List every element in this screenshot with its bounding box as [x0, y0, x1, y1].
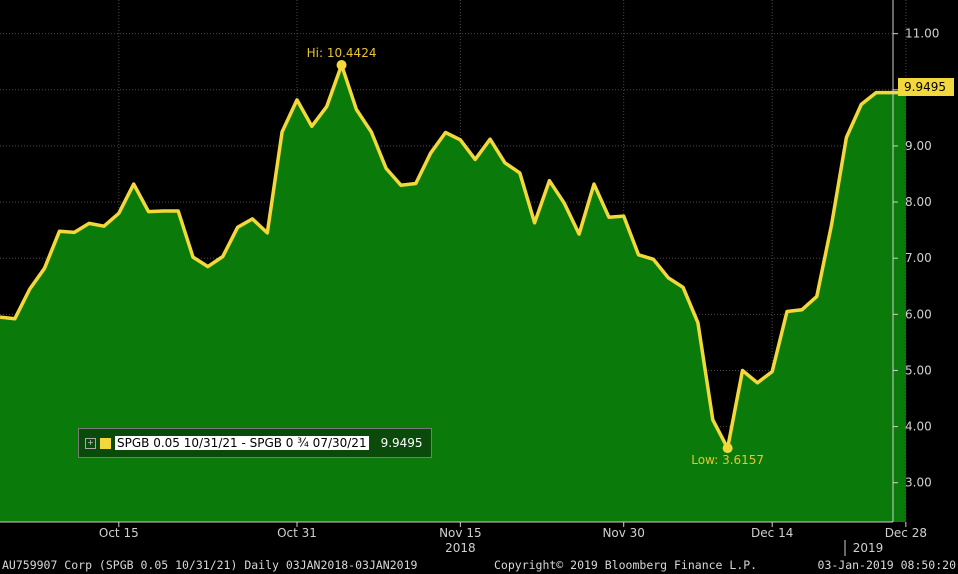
- high-label: Hi: 10.4424: [307, 46, 377, 60]
- legend-swatch: [100, 437, 111, 449]
- legend-series-value: 9.9495: [380, 436, 423, 450]
- high-marker: [336, 59, 347, 70]
- y-tick-label: 5.00: [905, 363, 932, 377]
- footer-copyright: Copyright© 2019 Bloomberg Finance L.P.: [494, 558, 758, 572]
- last-value-badge: 9.9495: [898, 78, 954, 96]
- y-tick-label: 7.00: [905, 251, 932, 265]
- low-marker: [722, 443, 733, 454]
- footer: AU759907 Corp (SPGB 0.05 10/31/21) Daily…: [0, 556, 958, 574]
- y-tick-label: 6.00: [905, 307, 932, 321]
- x-tick-label: Nov 15: [439, 526, 482, 540]
- x-tick-label: Nov 30: [602, 526, 645, 540]
- legend-series-name: SPGB 0.05 10/31/21 - SPGB 0 ¾ 07/30/21: [115, 436, 369, 450]
- expand-icon[interactable]: +: [85, 437, 96, 449]
- footer-security: AU759907 Corp (SPGB 0.05 10/31/21) Daily…: [2, 558, 418, 572]
- y-tick-label: 11.00: [905, 27, 939, 41]
- axes: 3.004.005.006.007.008.009.0010.0011.00Oc…: [0, 0, 939, 556]
- y-tick-label: 4.00: [905, 420, 932, 434]
- low-label: Low: 3.6157: [691, 453, 764, 467]
- y-tick-label: 8.00: [905, 195, 932, 209]
- year-label-2018: 2018: [445, 541, 476, 555]
- year-label-2019: 2019: [853, 541, 884, 555]
- x-tick-label: Oct 31: [277, 526, 317, 540]
- annotations: Hi: 10.4424 Low: 3.6157: [307, 46, 764, 467]
- footer-timestamp: 03-Jan-2019 08:50:20: [817, 558, 956, 572]
- x-tick-label: Dec 14: [751, 526, 793, 540]
- legend[interactable]: + SPGB 0.05 10/31/21 - SPGB 0 ¾ 07/30/21…: [78, 428, 432, 458]
- series-line: [0, 63, 906, 450]
- area-fill: [0, 65, 906, 522]
- y-tick-label: 3.00: [905, 476, 932, 490]
- x-tick-label: Dec 28: [885, 526, 927, 540]
- x-tick-label: Oct 15: [99, 526, 139, 540]
- y-tick-label: 9.00: [905, 139, 932, 153]
